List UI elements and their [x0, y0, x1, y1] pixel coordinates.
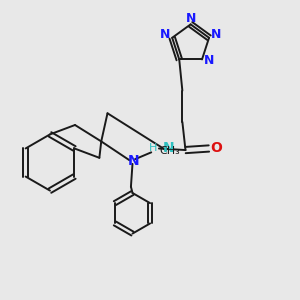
Text: O: O — [210, 142, 222, 155]
Text: N: N — [185, 12, 196, 25]
Text: N: N — [204, 55, 215, 68]
Text: N: N — [160, 28, 170, 41]
Text: N: N — [128, 154, 139, 168]
Text: N: N — [163, 141, 174, 155]
Text: CH₃: CH₃ — [159, 146, 180, 156]
Text: H: H — [149, 143, 158, 153]
Text: N: N — [212, 28, 222, 40]
